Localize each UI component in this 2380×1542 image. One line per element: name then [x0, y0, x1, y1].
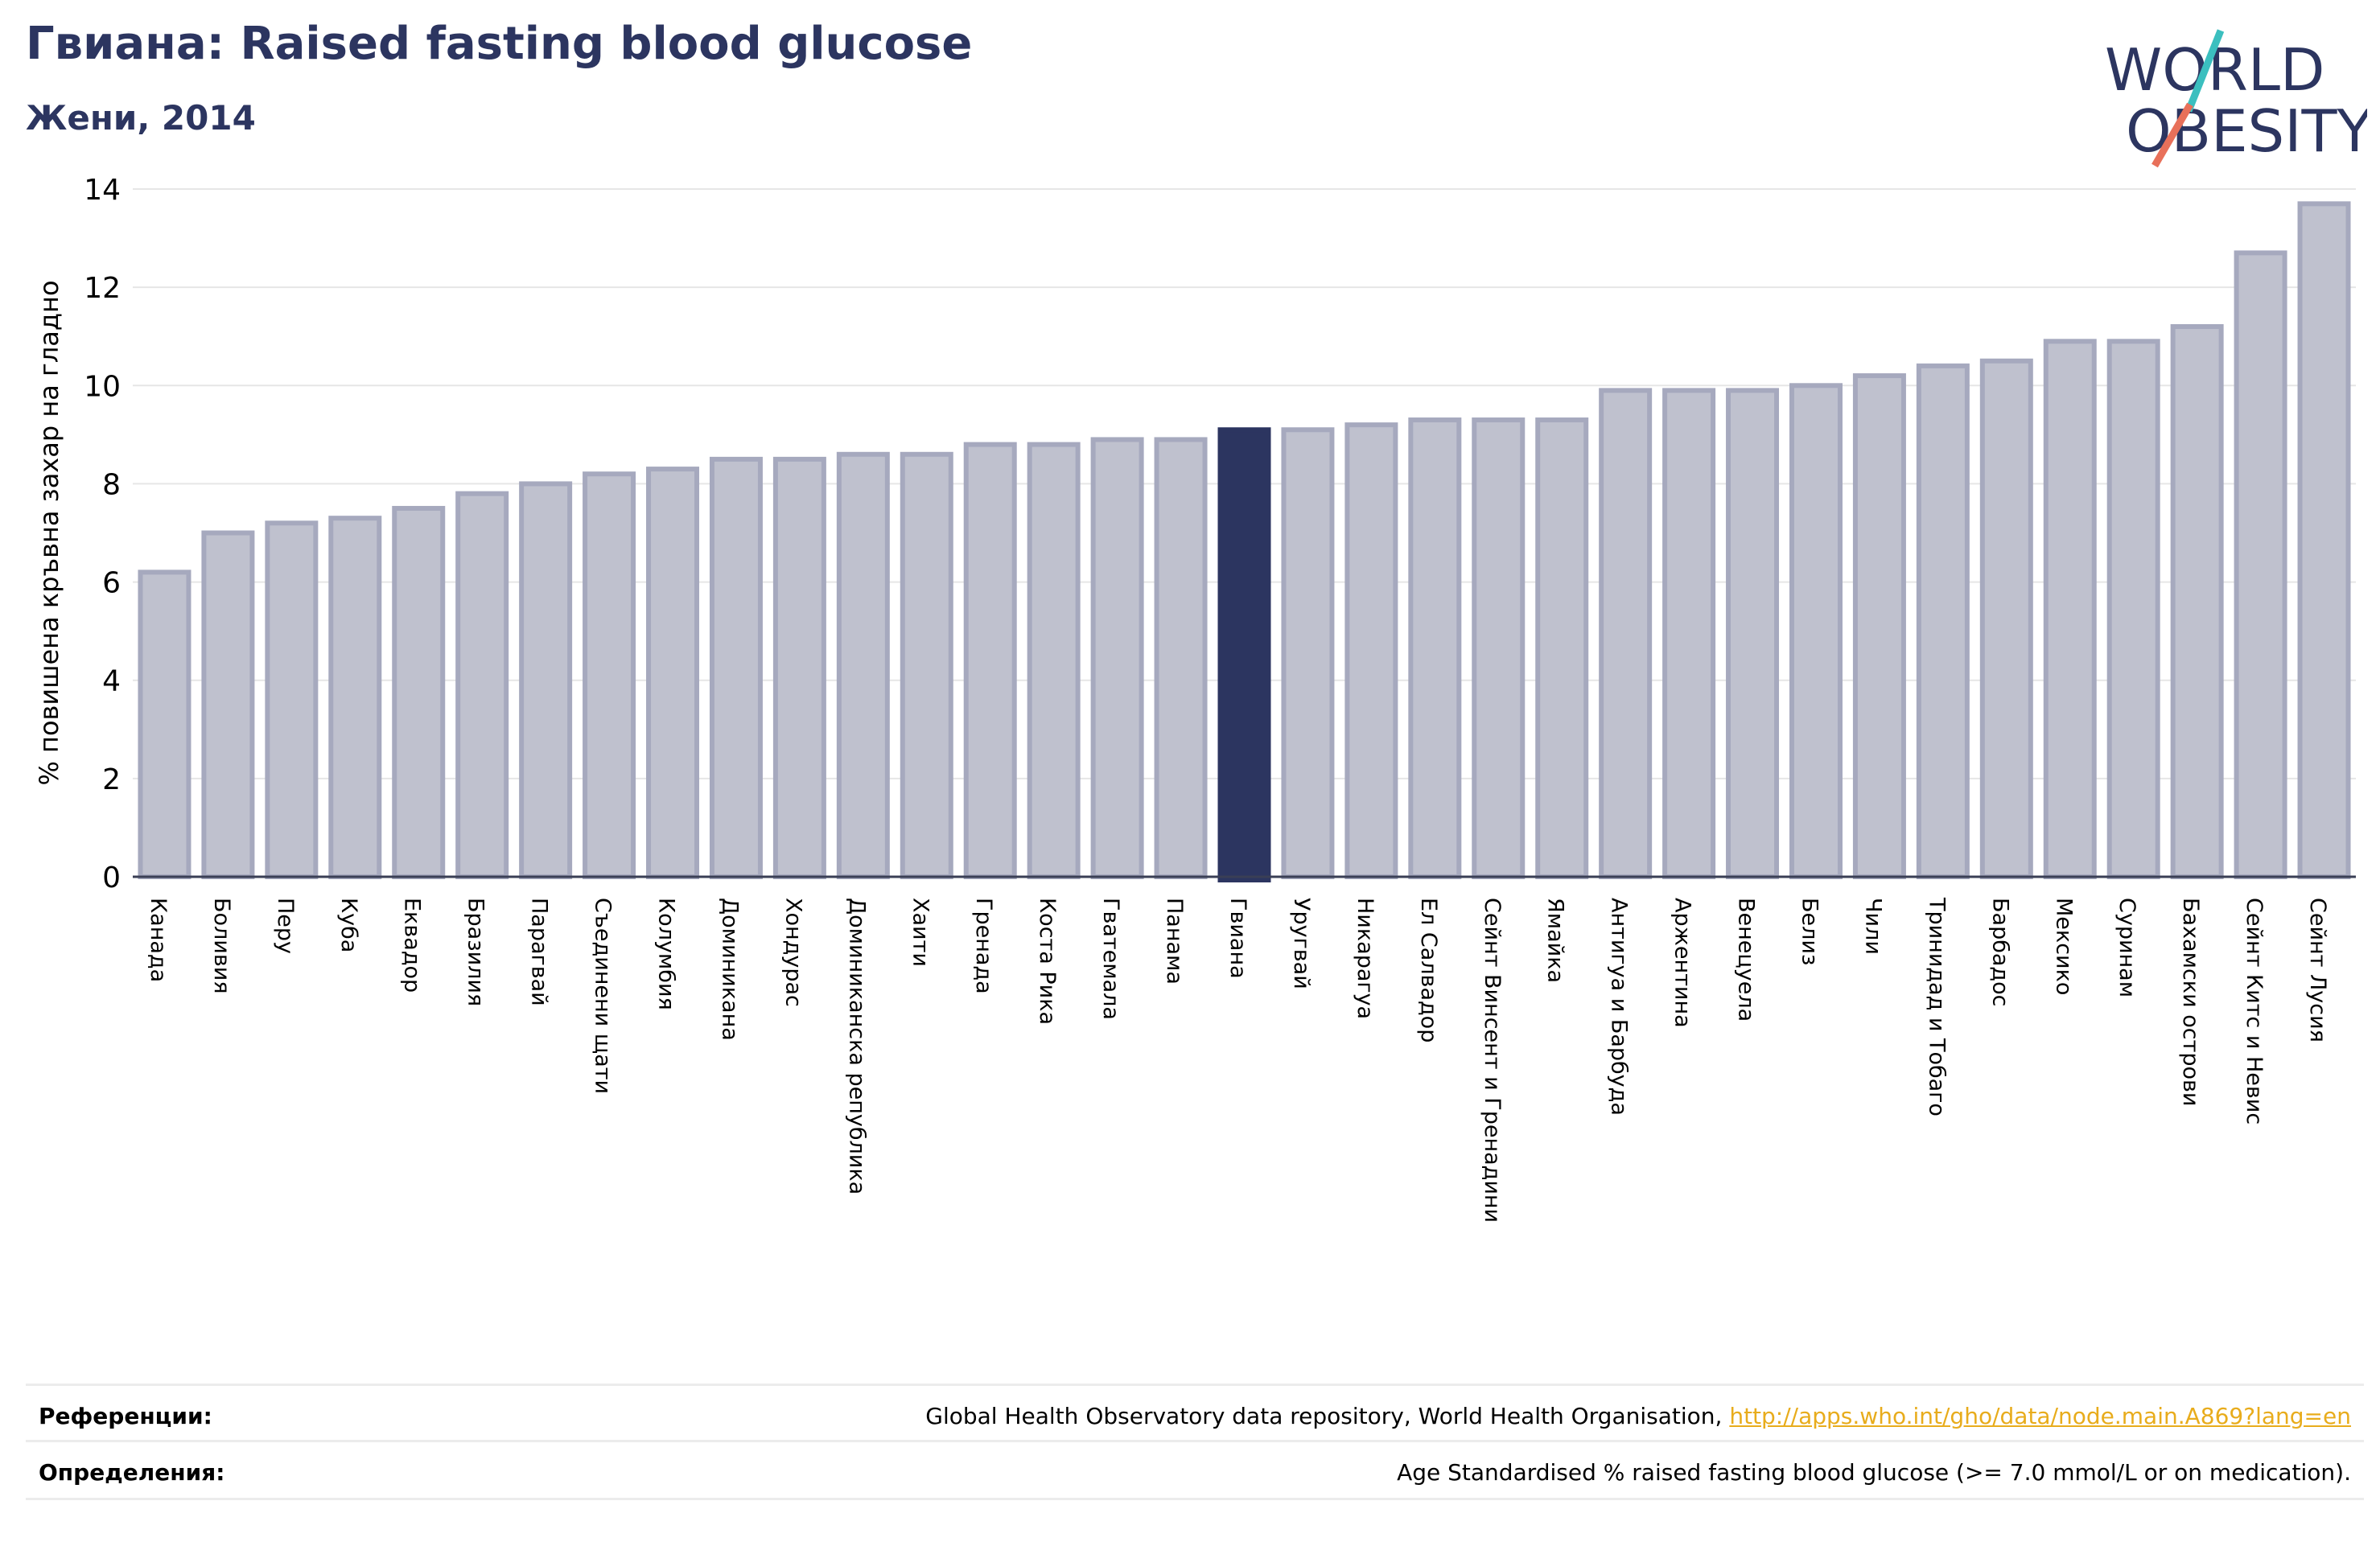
x-tick-label: Хондурас [780, 898, 805, 1007]
bar [1217, 427, 1271, 882]
bar [1979, 358, 2033, 879]
bar [1090, 437, 1144, 879]
y-tick-label: 2 [102, 763, 121, 796]
bar [772, 456, 826, 879]
bar [265, 520, 319, 879]
x-tick-label: Уругвай [1289, 898, 1314, 989]
logo-text-line2: OBESITY [2126, 97, 2367, 165]
bar [201, 530, 255, 879]
bar-chart: 0 2 4 6 8 10 12 14 Канада Боливия Перу Куба Еквадор Б… [34, 174, 2356, 1223]
x-tick-label: Гренада [971, 898, 996, 994]
tick-labels: 0 2 4 6 8 10 12 14 Канада Боливия Перу Куба Еквадор Б… [84, 174, 2330, 1223]
x-tick-label: Доминикана [717, 898, 742, 1041]
x-tick-label: Сейнт Винсент и Гренадини [1480, 898, 1505, 1223]
footer-divider-top [26, 1384, 2364, 1386]
x-tick-label: Сейнт Лусия [2305, 898, 2330, 1042]
bar [900, 451, 953, 879]
bar [1472, 417, 1526, 879]
x-tick-label: Панама [1162, 898, 1187, 985]
x-tick-label: Перу [273, 898, 298, 954]
bars [138, 201, 2351, 882]
x-tick-label: Антигуа и Барбуда [1607, 898, 1632, 1116]
bar [1281, 427, 1335, 879]
x-tick-label: Гвиана [1225, 898, 1250, 979]
definitions-label: Определения: [39, 1459, 225, 1486]
world-obesity-logo: WORLD OBESITY [2105, 29, 2367, 168]
y-axis-label: % повишена кръвна захар на гладно [34, 280, 64, 785]
bar [2106, 339, 2160, 880]
x-tick-label: Венецуела [1734, 898, 1759, 1022]
bar [836, 451, 890, 879]
references-link[interactable]: http://apps.who.int/gho/data/node.main.A… [1729, 1403, 2351, 1429]
bar [392, 505, 446, 879]
x-tick-label: Тринидад и Тобаго [1924, 897, 1949, 1116]
references-label: Референции: [39, 1403, 212, 1429]
x-tick-label: Ел Салвадор [1416, 898, 1441, 1042]
bar [328, 516, 382, 880]
x-tick-label: Чили [1860, 898, 1885, 955]
x-tick-label: Бахамски острови [2178, 898, 2203, 1106]
x-tick-label: Мексико [2051, 898, 2076, 995]
chart-title: Гвиана: Raised fasting blood glucose [26, 18, 973, 70]
x-tick-label: Еквадор [400, 898, 425, 993]
footer-divider-bottom [26, 1498, 2364, 1500]
bar [1726, 388, 1780, 879]
bar [2234, 250, 2287, 879]
definitions-row: Определения: Age Standardised % raised f… [26, 1443, 2364, 1496]
references-text: Global Health Observatory data repositor… [925, 1403, 1730, 1429]
bar [1599, 388, 1653, 879]
bar [519, 481, 573, 880]
bar [2297, 201, 2351, 880]
bar [1154, 437, 1208, 879]
y-tick-label: 12 [84, 272, 121, 305]
y-tick-label: 0 [102, 861, 121, 894]
bar [1852, 373, 1906, 880]
bar [2170, 324, 2224, 879]
bar [646, 467, 700, 879]
x-tick-label: Никарагуа [1353, 898, 1377, 1019]
y-tick-label: 14 [84, 174, 121, 207]
bar [1916, 363, 1970, 880]
x-tick-label: Хаити [908, 898, 933, 967]
x-tick-label: Аржентина [1670, 898, 1695, 1028]
references-row: Референции: Global Health Observatory da… [26, 1387, 2364, 1440]
bar [1344, 422, 1398, 879]
x-tick-label: Канада [146, 898, 171, 982]
bar [1535, 417, 1589, 879]
y-tick-label: 6 [102, 567, 121, 600]
bar [1027, 442, 1081, 879]
x-tick-label: Колумбия [654, 898, 679, 1010]
bar [963, 442, 1017, 879]
bar [709, 456, 763, 879]
x-tick-label: Куба [336, 898, 361, 952]
x-tick-label: Коста Рика [1035, 898, 1060, 1025]
bar [1408, 417, 1462, 879]
x-tick-label: Парагвай [527, 898, 552, 1006]
x-tick-label: Съединени щати [591, 898, 616, 1094]
x-tick-label: Гватемала [1098, 898, 1123, 1020]
bar [1789, 383, 1843, 879]
bar [138, 570, 191, 879]
y-tick-label: 8 [102, 468, 121, 501]
references-value: Global Health Observatory data repositor… [925, 1403, 2351, 1429]
x-tick-label: Сейнт Китс и Невис [2242, 898, 2267, 1125]
chart-subtitle: Жени, 2014 [26, 98, 256, 138]
bar [583, 471, 636, 879]
y-tick-label: 10 [84, 370, 121, 403]
x-tick-label: Ямайка [1543, 898, 1568, 983]
bar [455, 491, 509, 880]
y-tick-label: 4 [102, 665, 121, 698]
x-tick-label: Барбадос [1987, 898, 2012, 1006]
x-tick-label: Суринам [2114, 898, 2139, 997]
x-tick-label: Белиз [1797, 898, 1822, 965]
x-tick-label: Бразилия [463, 898, 488, 1006]
definitions-value: Age Standardised % raised fasting blood … [1397, 1459, 2351, 1486]
x-tick-label: Доминиканска република [844, 898, 869, 1195]
bar [1662, 388, 1716, 879]
footer-divider-middle [26, 1440, 2364, 1442]
bar [2043, 339, 2097, 880]
x-tick-label: Боливия [209, 898, 234, 994]
